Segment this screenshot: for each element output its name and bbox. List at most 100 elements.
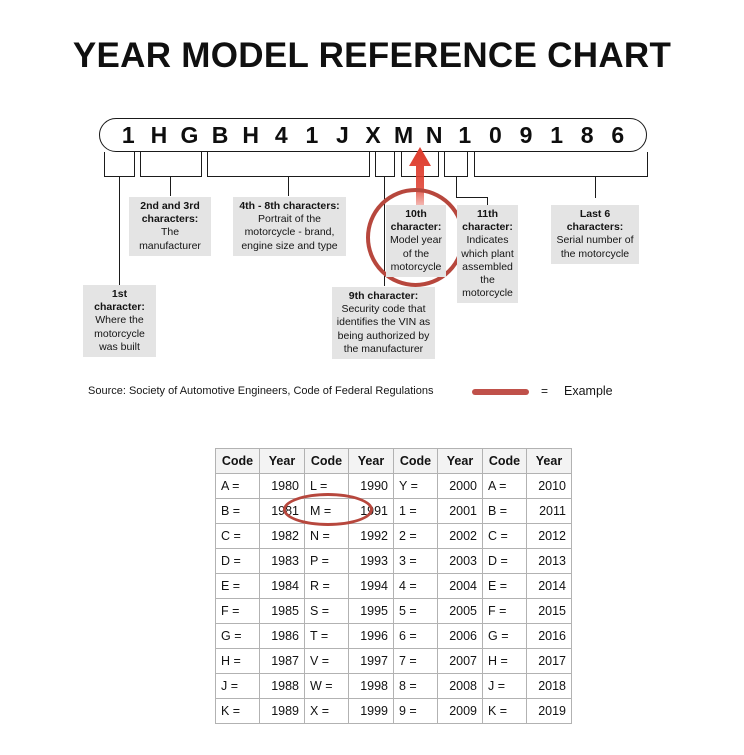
callout-tenth-character-body: Model year of the motorcycle bbox=[390, 234, 442, 273]
bracket-tick-48-left bbox=[207, 152, 209, 176]
cell-code: C = bbox=[215, 523, 260, 549]
vin-char-13: 0 bbox=[489, 121, 502, 148]
vin-char-15: 1 bbox=[550, 121, 563, 148]
table-row: H = 1987 V = 1997 7 = 2007 H = 2017 bbox=[215, 648, 572, 674]
callout-last-six-characters-body: Serial number of the motorcycle bbox=[556, 234, 634, 260]
cell-year: 2004 bbox=[437, 573, 483, 599]
cell-year: 1990 bbox=[348, 473, 394, 499]
table-row: G = 1986 T = 1996 6 = 2006 G = 2016 bbox=[215, 623, 572, 649]
callout-ninth-character-header: 9th character: bbox=[348, 290, 419, 302]
cell-year: 1991 bbox=[348, 498, 394, 524]
cell-year: 1997 bbox=[348, 648, 394, 674]
callout-eleventh-character: 11th character: Indicates which plant as… bbox=[457, 205, 518, 304]
callout-fourth-eighth-characters-header: 4th - 8th characters: bbox=[239, 200, 340, 212]
cell-year: 1985 bbox=[259, 598, 305, 624]
cell-year: 2007 bbox=[437, 648, 483, 674]
cell-year: 2001 bbox=[437, 498, 483, 524]
cell-year: 1989 bbox=[259, 698, 305, 724]
cell-code: C = bbox=[482, 523, 527, 549]
cell-code: W = bbox=[304, 673, 349, 699]
cell-year: 2000 bbox=[437, 473, 483, 499]
legend-equals-sign: = bbox=[541, 384, 549, 398]
cell-year: 1981 bbox=[259, 498, 305, 524]
table-row: A = 1980 L = 1990 Y = 2000 A = 2010 bbox=[215, 473, 572, 499]
column-header-year-1: Year bbox=[259, 448, 305, 474]
bracket-tick-10th-left bbox=[401, 152, 403, 176]
cell-code: T = bbox=[304, 623, 349, 649]
callout-second-third-characters-header: 2nd and 3rd characters: bbox=[140, 200, 200, 226]
bracket-tick-last6-right bbox=[647, 152, 649, 176]
cell-year: 1988 bbox=[259, 673, 305, 699]
callout-eleventh-character-header: 11th character: bbox=[462, 208, 513, 234]
table-row: K = 1989 X = 1999 9 = 2009 K = 2019 bbox=[215, 698, 572, 724]
cell-year: 1984 bbox=[259, 573, 305, 599]
leader-11th-horiz bbox=[456, 197, 488, 199]
cell-year: 2013 bbox=[526, 548, 572, 574]
cell-year: 2012 bbox=[526, 523, 572, 549]
cell-year: 2010 bbox=[526, 473, 572, 499]
cell-year: 1987 bbox=[259, 648, 305, 674]
bracket-tick-last6-left bbox=[474, 152, 476, 176]
vin-char-2: H bbox=[150, 121, 168, 148]
cell-code: F = bbox=[482, 598, 527, 624]
vin-char-5: H bbox=[242, 121, 259, 148]
cell-year: 1986 bbox=[259, 623, 305, 649]
cell-code: E = bbox=[215, 573, 260, 599]
cell-year: 2002 bbox=[437, 523, 483, 549]
table-header-row: Code Year Code Year Code Year Code Year bbox=[215, 448, 572, 474]
cell-code: 3 = bbox=[393, 548, 438, 574]
cell-code: 5 = bbox=[393, 598, 438, 624]
cell-year: 1995 bbox=[348, 598, 394, 624]
page-title: YEAR MODEL REFERENCE CHART bbox=[72, 36, 672, 75]
cell-year: 1983 bbox=[259, 548, 305, 574]
callout-first-character-body: Where the motorcycle was built bbox=[94, 314, 145, 353]
cell-code: X = bbox=[304, 698, 349, 724]
table-row: F = 1985 S = 1995 5 = 2005 F = 2015 bbox=[215, 598, 572, 624]
column-header-code-2: Code bbox=[304, 448, 349, 474]
leader-11th-vert-a bbox=[456, 176, 458, 197]
vin-char-12: 1 bbox=[458, 121, 472, 148]
callout-first-character: 1st character: Where the motorcycle was … bbox=[83, 285, 156, 358]
column-header-code-4: Code bbox=[482, 448, 527, 474]
cell-code: H = bbox=[215, 648, 260, 674]
bracket-span-last6 bbox=[474, 176, 648, 178]
cell-year: 2015 bbox=[526, 598, 572, 624]
red-arrow-icon bbox=[409, 147, 431, 212]
cell-year: 2005 bbox=[437, 598, 483, 624]
leader-11th-vert-b bbox=[487, 197, 489, 205]
vin-char-3: G bbox=[180, 121, 199, 148]
vin-display-box: 1 H G B H 4 1 J X M N 1 0 9 1 8 6 bbox=[99, 118, 647, 152]
cell-year: 2014 bbox=[526, 573, 572, 599]
callout-tenth-character: 10th character: Model year of the motorc… bbox=[386, 205, 446, 278]
leader-1st-character bbox=[119, 176, 121, 285]
column-header-code-3: Code bbox=[393, 448, 438, 474]
cell-code: D = bbox=[482, 548, 527, 574]
cell-code: J = bbox=[215, 673, 260, 699]
cell-year: 1993 bbox=[348, 548, 394, 574]
callout-second-third-characters: 2nd and 3rd characters: The manufacturer bbox=[129, 197, 211, 256]
leader-last-6-characters bbox=[595, 176, 597, 198]
cell-year: 2011 bbox=[526, 498, 572, 524]
callout-fourth-eighth-characters: 4th - 8th characters: Portrait of the mo… bbox=[233, 197, 346, 256]
bracket-tick-23-right bbox=[201, 152, 203, 176]
cell-code: L = bbox=[304, 473, 349, 499]
cell-code: K = bbox=[215, 698, 260, 724]
cell-code: 6 = bbox=[393, 623, 438, 649]
column-header-year-4: Year bbox=[526, 448, 572, 474]
cell-code: B = bbox=[215, 498, 260, 524]
bracket-tick-1st-right bbox=[134, 152, 136, 176]
leader-9th-character bbox=[384, 176, 386, 286]
cell-year: 2008 bbox=[437, 673, 483, 699]
cell-year: 1998 bbox=[348, 673, 394, 699]
cell-code: G = bbox=[215, 623, 260, 649]
year-code-table: Code Year Code Year Code Year Code Year … bbox=[215, 448, 572, 724]
cell-year: 2017 bbox=[526, 648, 572, 674]
column-header-year-3: Year bbox=[437, 448, 483, 474]
cell-year: 2009 bbox=[437, 698, 483, 724]
cell-year: 1980 bbox=[259, 473, 305, 499]
callout-tenth-character-header: 10th character: bbox=[390, 208, 442, 234]
bracket-tick-48-right bbox=[369, 152, 371, 176]
vin-char-10: M bbox=[394, 121, 414, 148]
bracket-tick-11th-right bbox=[467, 152, 469, 176]
